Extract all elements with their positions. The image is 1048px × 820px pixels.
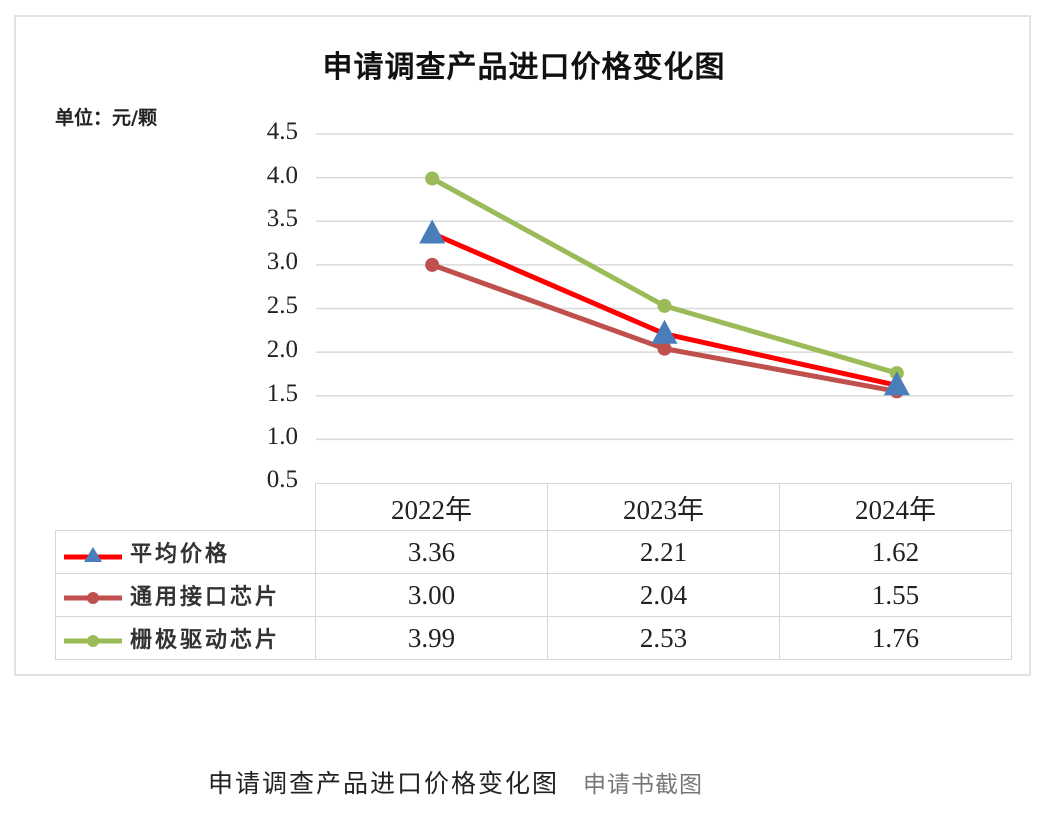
table-corner xyxy=(55,483,316,531)
chart-title: 申请调查产品进口价格变化图 xyxy=(322,50,726,85)
table-cell: 3.99 xyxy=(315,616,548,660)
data-point-marker xyxy=(651,319,678,344)
data-point-marker xyxy=(419,219,446,244)
y-tick: 2.0 xyxy=(266,336,298,363)
caption-text: 申请调查产品进口价格变化图 xyxy=(208,769,560,798)
table-cell: 2.04 xyxy=(547,573,780,617)
y-tick: 3.5 xyxy=(266,205,298,232)
circle-marker-icon xyxy=(64,635,122,647)
table-row: 通用接口芯片 3.00 2.04 1.55 xyxy=(55,573,1012,617)
y-tick: 4.5 xyxy=(266,118,298,145)
legend-entry-average-price: 平均价格 xyxy=(55,530,316,574)
circle-marker-icon xyxy=(64,592,122,604)
series-lines xyxy=(419,171,910,399)
legend-entry-gate-driver-chip: 栅极驱动芯片 xyxy=(55,616,316,660)
y-tick: 1.5 xyxy=(266,380,298,407)
y-tick: 1.0 xyxy=(266,423,298,450)
legend-entry-general-interface-chip: 通用接口芯片 xyxy=(55,573,316,617)
table-cell: 1.62 xyxy=(779,530,1012,574)
figure-caption: 申请调查产品进口价格变化图 申请书截图 xyxy=(208,764,703,800)
table-header-cell: 2024年 xyxy=(779,483,1012,531)
data-point-marker xyxy=(883,371,910,396)
legend-label: 通用接口芯片 xyxy=(130,585,281,610)
table-cell: 1.76 xyxy=(779,616,1012,660)
data-point-marker xyxy=(425,171,440,186)
table-header-cell: 2022年 xyxy=(315,483,548,531)
triangle-marker-icon xyxy=(64,547,122,562)
table-cell: 1.55 xyxy=(779,573,1012,617)
table-cell: 2.21 xyxy=(547,530,780,574)
data-point-marker xyxy=(425,257,440,272)
unit-label: 单位：元/颗 xyxy=(55,107,157,129)
table-header-cell: 2023年 xyxy=(547,483,780,531)
y-tick: 4.0 xyxy=(266,162,298,189)
table-row: 平均价格 3.36 2.21 1.62 xyxy=(55,530,1012,574)
y-tick: 3.0 xyxy=(266,248,298,275)
legend-label: 栅极驱动芯片 xyxy=(130,628,281,653)
y-tick: 2.5 xyxy=(266,292,298,319)
legend-label: 平均价格 xyxy=(130,542,231,567)
table-cell: 3.36 xyxy=(315,530,548,574)
table-cell: 2.53 xyxy=(547,616,780,660)
caption-source: 申请书截图 xyxy=(583,772,704,798)
table-row: 栅极驱动芯片 3.99 2.53 1.76 xyxy=(55,616,1012,660)
data-point-marker xyxy=(657,298,672,313)
table-cell: 3.00 xyxy=(315,573,548,617)
data-point-marker xyxy=(657,341,672,356)
data-table: 2022年 2023年 2024年 平均价格 3.36 2.21 1.62 通用… xyxy=(55,483,1012,660)
